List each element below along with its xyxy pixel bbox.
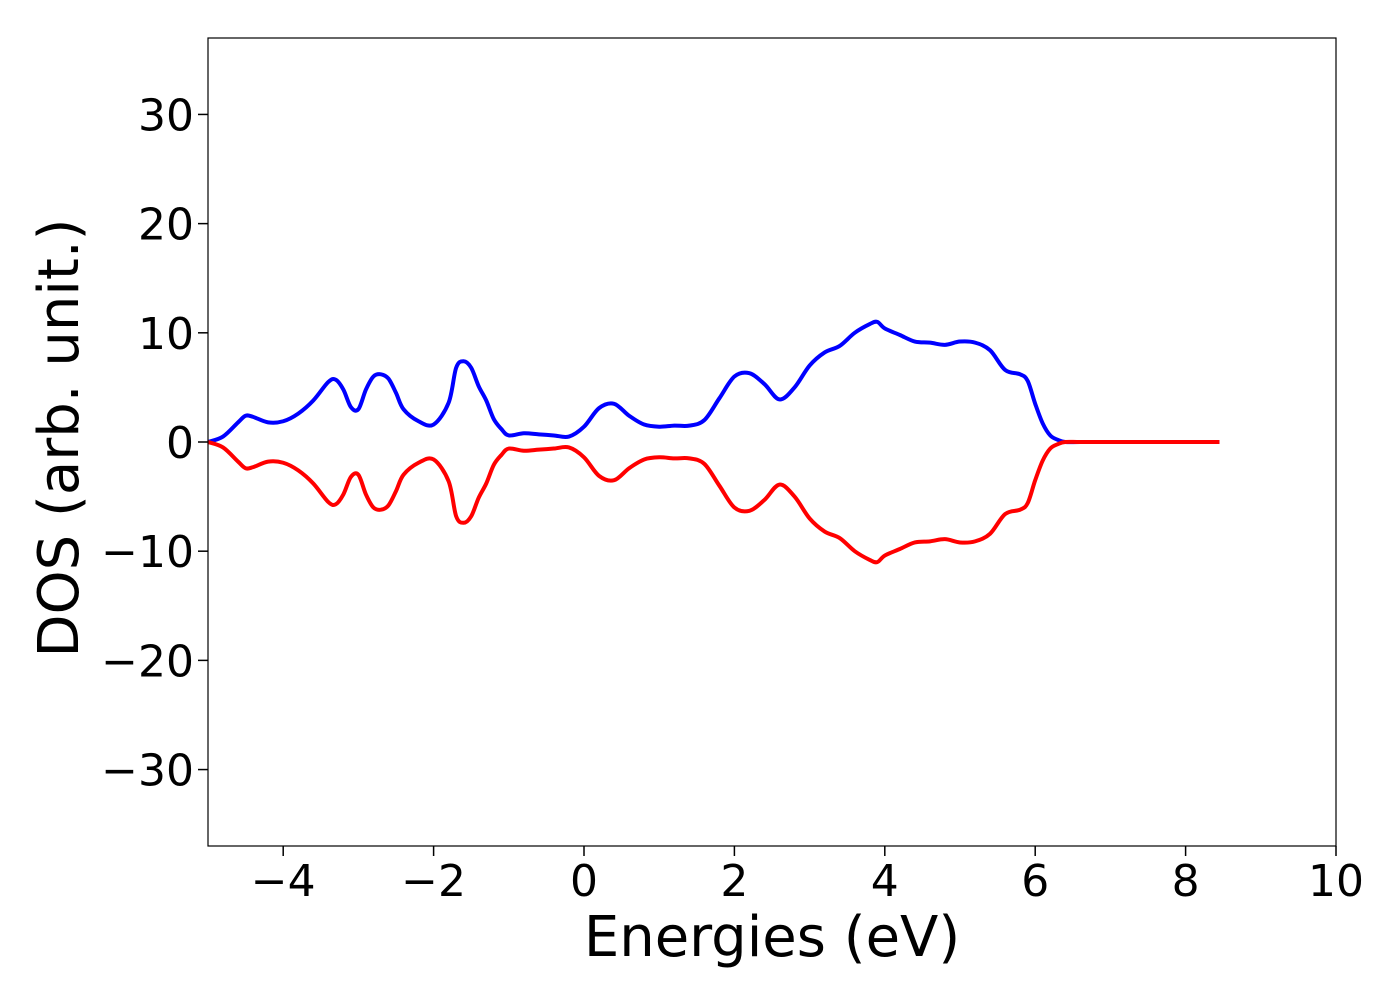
series-line-red	[207, 439, 1220, 565]
y-tick-label: −30	[101, 746, 194, 797]
x-tick-label: 8	[1172, 856, 1200, 907]
x-tick-label: 10	[1308, 856, 1364, 907]
x-tick-label: 2	[720, 856, 748, 907]
x-tick-label: 6	[1021, 856, 1049, 907]
x-axis: −4 −2 0 2 4 6 8 10	[251, 846, 1364, 907]
x-tick-label: 4	[871, 856, 899, 907]
series-line-blue	[207, 319, 1220, 445]
x-tick-label: −4	[251, 856, 316, 907]
y-tick-label: 0	[166, 418, 194, 469]
x-axis-label: Energies (eV)	[584, 905, 960, 970]
x-tick-label: 0	[570, 856, 598, 907]
series-layer	[207, 319, 1220, 565]
y-tick-label: 30	[138, 90, 194, 141]
y-axis-label: DOS (arb. unit.)	[27, 218, 92, 657]
y-tick-label: 20	[138, 200, 194, 251]
y-axis: −30 −20 −10 0 10 20 30	[101, 90, 208, 797]
x-tick-label: −2	[401, 856, 466, 907]
y-tick-label: −20	[101, 636, 194, 687]
y-tick-label: −10	[101, 527, 194, 578]
y-tick-label: 10	[138, 309, 194, 360]
